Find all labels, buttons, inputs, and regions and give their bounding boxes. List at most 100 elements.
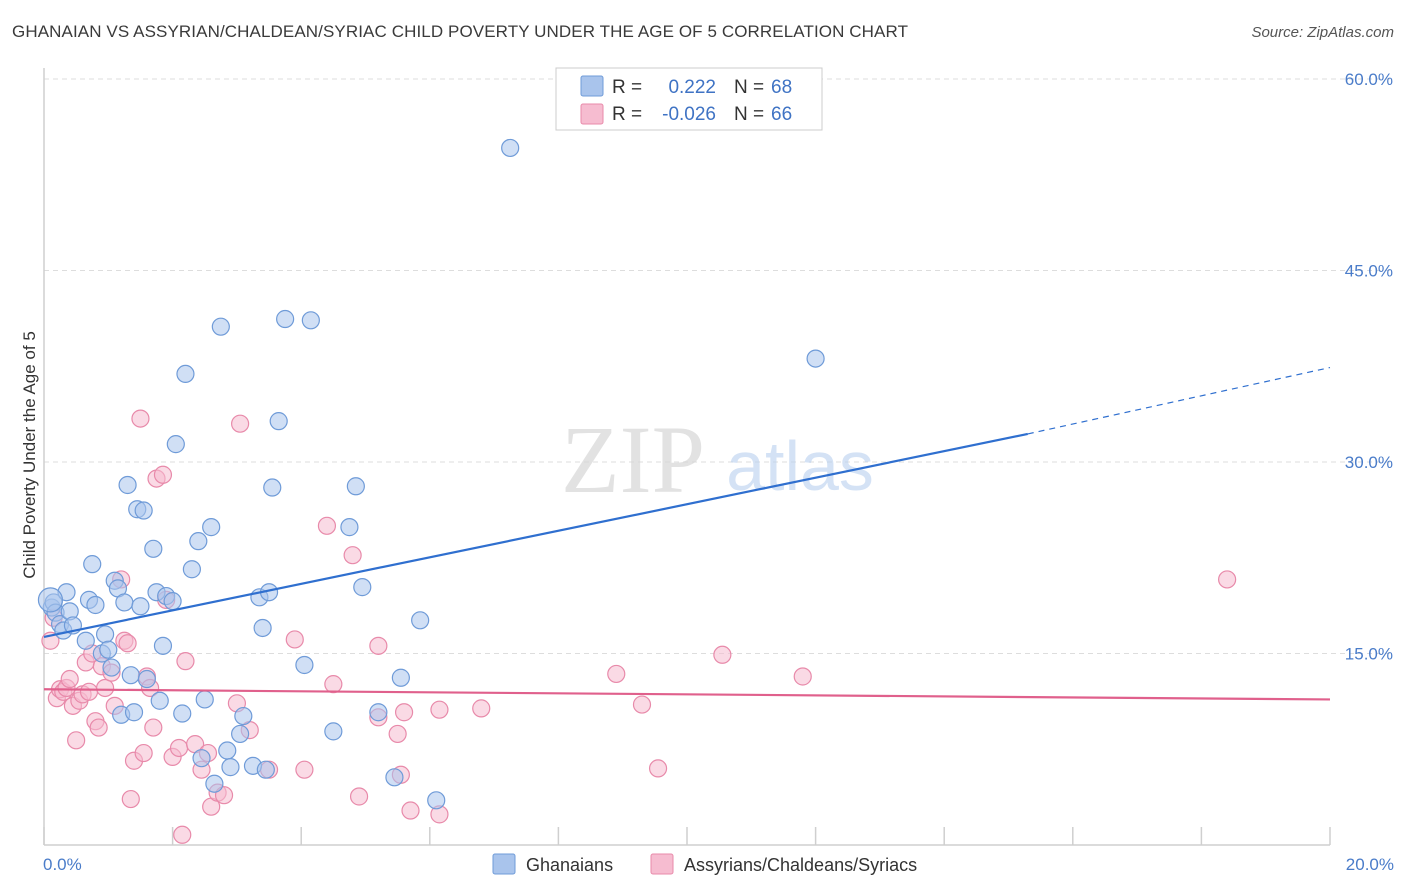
ghanaians-point: [806, 349, 825, 368]
ghanaians-point: [182, 560, 201, 579]
assyrians-point: [349, 787, 369, 806]
ghanaians-point: [263, 478, 282, 497]
legend-r-value-pink: -0.026: [662, 104, 716, 125]
assyrians-point: [95, 678, 115, 698]
assyrians-point: [153, 465, 173, 484]
ghanaians-point: [340, 518, 359, 537]
ghanaians-point-large: [37, 587, 64, 613]
ghanaians-point: [118, 475, 137, 495]
assyrians-point: [176, 652, 195, 671]
ghanaians-point: [369, 703, 388, 722]
assyrians-point: [1218, 570, 1237, 589]
ghanaians-point: [202, 518, 221, 537]
y-tick-labels: 15.0% 30.0% 45.0% 60.0%: [1345, 70, 1393, 664]
ghanaians-point: [427, 791, 446, 810]
ghanaians-point: [189, 532, 208, 551]
series-legend-label-assyrians: Assyrians/Chaldeans/Syriacs: [684, 855, 917, 875]
ghanaians-point: [195, 690, 214, 709]
grid-lines: [44, 78, 1394, 654]
assyrians-point: [343, 546, 362, 565]
assyrians-point: [607, 664, 626, 684]
legend-n-value-blue: 68: [771, 77, 792, 98]
x-tick-label-left: 0.0%: [43, 855, 82, 874]
x-tick-label-right: 20.0%: [1346, 855, 1394, 874]
ghanaians-point: [276, 309, 295, 329]
ghanaians-point: [231, 724, 250, 744]
ghanaians-point: [134, 501, 153, 520]
legend-r-value-blue: 0.222: [668, 77, 716, 98]
watermark-zip: ZIP: [561, 406, 705, 513]
assyrians-point: [134, 743, 153, 763]
y-axis-title: Child Poverty Under the Age of 5: [20, 331, 39, 579]
ghanaians-point: [301, 311, 320, 330]
series-legend-swatch-ghanaians: [492, 853, 516, 875]
ghanaians-point: [501, 138, 520, 158]
ghanaians-point: [205, 774, 224, 793]
y-tick-label: 15.0%: [1345, 645, 1393, 664]
assyrians-point: [79, 682, 99, 701]
axes: [43, 68, 1331, 846]
watermark: ZIP atlas: [561, 406, 874, 513]
ghanaians-point: [76, 631, 95, 650]
trend-line-ghanaians-extension: [1027, 366, 1331, 435]
ghanaians-point: [385, 768, 404, 787]
ghanaians-point: [295, 655, 314, 675]
stats-legend: R = 0.222 N = 68 R = -0.026 N = 66: [555, 67, 823, 131]
assyrians-point: [430, 700, 449, 719]
ghanaians-point: [221, 758, 240, 777]
assyrians-point: [324, 675, 343, 694]
ghanaians-point: [234, 706, 253, 726]
ghanaians-point: [137, 669, 156, 689]
assyrians-point: [713, 645, 732, 664]
assyrians-point: [317, 516, 337, 535]
assyrians-point: [648, 759, 668, 778]
assyrians-point: [60, 669, 79, 689]
ghanaians-point: [102, 658, 121, 677]
ghanaians-point: [131, 597, 150, 616]
legend-swatch-pink: [580, 103, 604, 125]
series-ghanaians-points: [37, 138, 825, 810]
ghanaians-point: [150, 691, 169, 710]
ghanaians-point: [176, 364, 195, 384]
assyrians-point: [89, 718, 108, 737]
ghanaians-point: [95, 625, 115, 644]
assyrians-point: [472, 699, 491, 718]
assyrians-point: [231, 414, 250, 433]
trend-lines: [43, 366, 1331, 701]
series-legend-label-ghanaians: Ghanaians: [526, 855, 613, 875]
ghanaians-point: [253, 618, 272, 638]
legend-r-label-blue: R =: [612, 77, 642, 98]
y-tick-label: 30.0%: [1345, 453, 1393, 472]
chart-title: GHANAIAN VS ASSYRIAN/CHALDEAN/SYRIAC CHI…: [12, 22, 909, 41]
assyrians-point: [369, 636, 388, 655]
assyrians-point: [144, 718, 163, 737]
ghanaians-point: [83, 555, 102, 574]
y-tick-label: 45.0%: [1345, 262, 1393, 281]
assyrians-point: [394, 703, 414, 722]
assyrians-point: [632, 695, 652, 714]
assyrians-point: [401, 801, 420, 820]
ghanaians-point: [256, 760, 275, 779]
trend-line-ghanaians: [43, 432, 1029, 638]
watermark-atlas: atlas: [726, 427, 874, 505]
legend-n-value-pink: 66: [771, 104, 792, 125]
assyrians-point: [295, 760, 314, 779]
ghanaians-point: [166, 435, 185, 454]
series-legend: Ghanaians Assyrians/Chaldeans/Syriacs: [492, 853, 917, 875]
assyrians-point: [285, 630, 304, 649]
assyrians-point: [118, 634, 137, 653]
ghanaians-point: [211, 317, 230, 336]
assyrians-point: [169, 738, 189, 758]
legend-n-label-blue: N =: [734, 77, 764, 98]
ghanaians-point: [192, 749, 211, 768]
assyrians-point: [67, 731, 86, 750]
ghanaians-point: [153, 636, 173, 655]
ghanaians-point: [86, 595, 105, 615]
ghanaians-point: [346, 477, 365, 496]
assyrians-point: [793, 667, 812, 686]
assyrians-point: [121, 789, 140, 809]
series-legend-swatch-assyrians: [650, 853, 674, 875]
ghanaians-point: [411, 611, 430, 630]
legend-n-label-pink: N =: [734, 104, 764, 125]
